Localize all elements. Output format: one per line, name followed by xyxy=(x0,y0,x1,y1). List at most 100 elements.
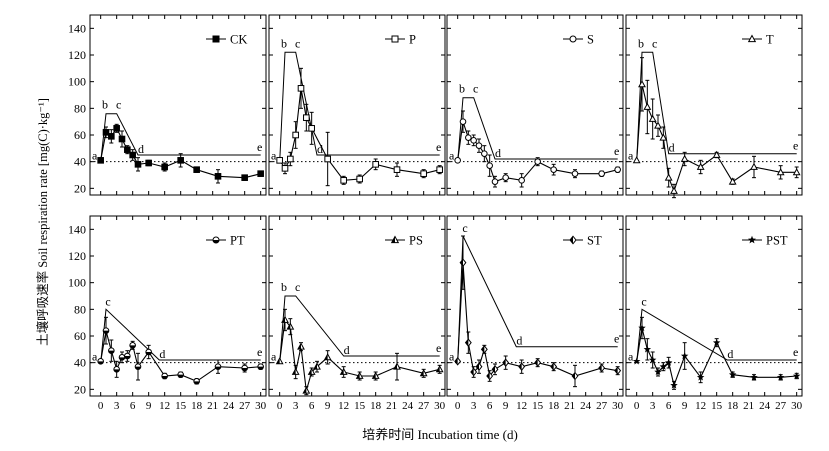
data-point xyxy=(534,358,542,367)
phase-letter-c: c xyxy=(652,36,657,50)
data-point xyxy=(302,386,311,394)
x-tick-label: 30 xyxy=(612,400,624,412)
data-point xyxy=(534,158,541,165)
x-tick-label: 15 xyxy=(175,400,187,412)
panel-s: a b c d e S xyxy=(446,14,624,196)
x-tick-label: 24 xyxy=(402,400,414,412)
data-point xyxy=(648,114,657,122)
y-tick-label: 140 xyxy=(68,21,86,35)
legend-label: PT xyxy=(230,234,245,248)
x-tick-label: 30 xyxy=(791,400,803,412)
phase-letter-e: e xyxy=(614,332,619,346)
data-point xyxy=(276,157,283,164)
data-point xyxy=(214,173,222,180)
data-point xyxy=(486,371,494,381)
x-tick-label: 30 xyxy=(255,400,267,412)
phase-letter-e: e xyxy=(793,139,798,153)
data-point xyxy=(340,177,347,184)
data-point xyxy=(193,378,200,385)
x-axis-label: 培养时间 Incubation time (d) xyxy=(362,427,518,442)
phase-letter-a: a xyxy=(628,350,634,364)
series-line xyxy=(279,88,440,181)
data-point xyxy=(648,356,657,364)
data-point xyxy=(161,372,168,380)
legend-label: ST xyxy=(587,234,602,248)
data-point xyxy=(502,174,509,181)
x-tick-label: 3 xyxy=(650,400,656,412)
x-tick-label: 6 xyxy=(309,400,315,412)
data-point xyxy=(108,347,115,354)
legend-marker xyxy=(390,235,400,244)
x-tick-label: 18 xyxy=(727,400,739,412)
phase-letter-d: d xyxy=(495,146,501,160)
data-point xyxy=(177,371,184,378)
data-point xyxy=(193,166,200,173)
data-point xyxy=(664,358,673,366)
data-point xyxy=(134,363,142,370)
data-point xyxy=(118,354,126,361)
x-tick-label: 6 xyxy=(130,400,136,412)
data-point xyxy=(124,146,131,153)
data-point xyxy=(459,258,467,267)
data-point xyxy=(275,357,284,365)
phase-letter-e: e xyxy=(257,140,262,154)
phase-letter-b: b xyxy=(638,36,644,50)
phase-letter-e: e xyxy=(436,140,441,154)
phase-letter-a: a xyxy=(628,149,634,163)
data-point xyxy=(355,371,364,379)
data-point xyxy=(776,373,785,381)
phase-letter-d: d xyxy=(159,347,165,361)
legend-marker xyxy=(569,235,577,245)
data-point xyxy=(297,342,305,350)
data-point xyxy=(129,342,136,349)
legend-marker xyxy=(212,236,220,244)
data-point xyxy=(339,367,348,375)
phase-bracket xyxy=(457,235,618,363)
data-point xyxy=(680,352,689,360)
data-point xyxy=(454,157,461,164)
phase-letter-d: d xyxy=(138,142,144,156)
data-point xyxy=(134,161,142,168)
data-point xyxy=(470,367,478,377)
data-point xyxy=(313,362,321,370)
y-tick-label: 80 xyxy=(74,101,86,115)
data-point xyxy=(257,170,264,177)
data-point xyxy=(356,175,363,183)
x-tick-label: 3 xyxy=(471,400,477,412)
legend-marker xyxy=(212,35,220,43)
data-point xyxy=(491,365,499,374)
panel-p: a b c d e P xyxy=(268,14,446,196)
phase-letter-b: b xyxy=(281,36,287,50)
panel-frame xyxy=(268,215,446,397)
data-point xyxy=(297,85,305,92)
data-point xyxy=(491,178,499,185)
phase-letter-b: b xyxy=(281,280,287,294)
legend-label: P xyxy=(409,33,416,47)
x-tick-label: 6 xyxy=(666,400,672,412)
data-point xyxy=(643,102,652,110)
legend-label: PS xyxy=(409,234,423,248)
phase-letter-c: c xyxy=(105,294,110,308)
data-point xyxy=(145,159,152,167)
data-point xyxy=(728,177,737,185)
y-tick-label: 120 xyxy=(68,249,86,263)
data-point xyxy=(129,151,136,159)
data-point xyxy=(102,129,110,136)
x-tick-label: 0 xyxy=(277,400,283,412)
data-point xyxy=(670,381,678,389)
phase-letter-e: e xyxy=(436,341,441,355)
x-tick-label: 0 xyxy=(634,400,640,412)
data-point xyxy=(371,371,380,379)
x-tick-label: 3 xyxy=(293,400,299,412)
data-point xyxy=(436,166,443,173)
data-point xyxy=(308,125,315,132)
data-point xyxy=(598,170,605,177)
data-point xyxy=(465,134,472,141)
panel-frame xyxy=(268,14,446,196)
data-point xyxy=(281,315,289,323)
phase-letter-b: b xyxy=(459,82,465,96)
x-tick-label: 3 xyxy=(114,400,120,412)
legend-label: CK xyxy=(230,33,247,47)
data-point xyxy=(659,133,668,141)
